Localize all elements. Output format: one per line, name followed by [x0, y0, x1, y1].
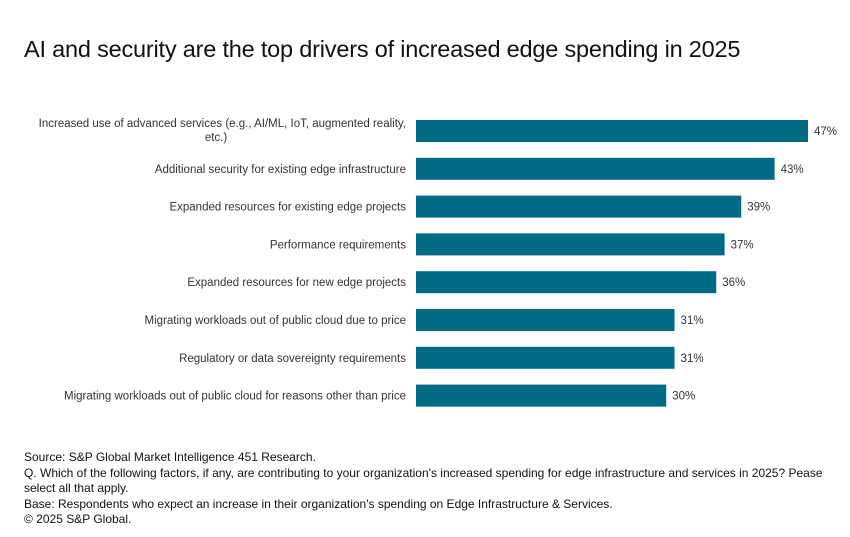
source-note: Source: S&P Global Market Intelligence 4… [24, 450, 316, 464]
bar [416, 233, 725, 256]
bar [416, 271, 717, 294]
value-label: 43% [781, 164, 804, 176]
bar [416, 120, 808, 142]
value-label: 36% [722, 277, 745, 289]
chart-title: AI and security are the top drivers of i… [24, 36, 741, 62]
bar [416, 157, 775, 180]
base-note: Base: Respondents who expect an increase… [24, 496, 613, 511]
value-label: 39% [747, 202, 770, 214]
chart-footer: Source: S&P Global Market Intelligence 4… [24, 450, 824, 528]
category-label: Additional security for existing edge in… [155, 164, 406, 176]
category-label: Regulatory or data sovereignty requireme… [179, 353, 406, 365]
category-label: Migrating workloads out of public cloud … [64, 391, 406, 403]
category-label: Expanded resources for existing edge pro… [169, 202, 406, 214]
value-label: 31% [681, 315, 704, 327]
bar [416, 384, 667, 407]
question-note: Q. Which of the following factors, if an… [24, 465, 823, 496]
value-label: 37% [731, 239, 754, 251]
bar [416, 309, 675, 331]
category-label: Increased use of advanced services (e.g.… [39, 118, 406, 130]
category-label: Performance requirements [270, 239, 406, 251]
bar [416, 195, 742, 218]
value-label: 31% [681, 353, 704, 365]
copyright-note: © 2025 S&P Global. [24, 512, 132, 526]
bar [416, 346, 675, 369]
category-label: Expanded resources for new edge projects [187, 277, 406, 289]
value-label: 47% [814, 126, 837, 138]
category-label: etc.) [205, 132, 228, 144]
value-label: 30% [672, 391, 695, 403]
category-label: Migrating workloads out of public cloud … [145, 315, 406, 327]
